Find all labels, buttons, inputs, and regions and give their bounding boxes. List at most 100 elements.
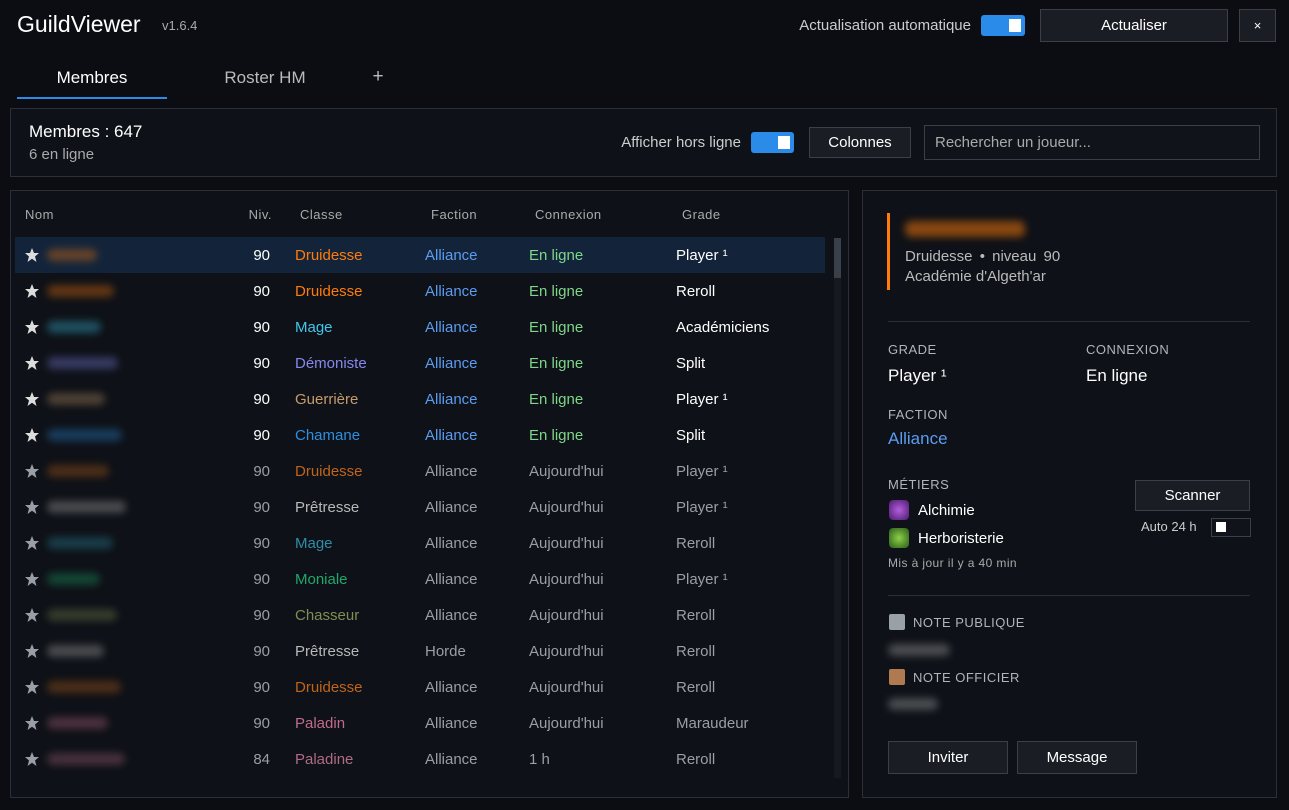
member-faction: Alliance xyxy=(425,535,478,552)
member-row[interactable]: 90 Chasseur Alliance Aujourd'hui Reroll xyxy=(15,597,825,633)
blurred-name xyxy=(47,717,108,729)
member-class: Mage xyxy=(295,319,333,336)
search-input[interactable]: Rechercher un joueur... xyxy=(924,125,1260,160)
member-row[interactable]: 90 Mage Alliance En ligne Académiciens xyxy=(15,309,825,345)
message-button[interactable]: Message xyxy=(1017,741,1137,774)
blurred-name xyxy=(47,429,122,441)
scan-button[interactable]: Scanner xyxy=(1135,480,1250,511)
online-count: 6 en ligne xyxy=(29,146,95,163)
columns-button[interactable]: Colonnes xyxy=(809,127,911,158)
note-icon xyxy=(889,614,905,630)
blurred-name xyxy=(47,609,117,621)
member-level: 90 xyxy=(253,247,270,264)
favorite-star[interactable] xyxy=(24,319,40,335)
member-row[interactable]: 90 Paladin Alliance Aujourd'hui Maraudeur xyxy=(15,705,825,741)
column-header[interactable]: Connexion xyxy=(535,207,602,222)
favorite-star[interactable] xyxy=(24,571,40,587)
show-offline-label: Afficher hors ligne xyxy=(621,134,741,151)
member-faction: Alliance xyxy=(425,607,478,624)
column-header[interactable]: Classe xyxy=(300,207,343,222)
favorite-star[interactable] xyxy=(24,355,40,371)
field-label: FACTION xyxy=(888,407,948,422)
blurred-name xyxy=(47,753,125,765)
auto-refresh-toggle[interactable] xyxy=(981,15,1025,36)
member-table xyxy=(10,190,849,798)
blurred-name xyxy=(47,573,100,585)
favorite-star[interactable] xyxy=(24,427,40,443)
favorite-star[interactable] xyxy=(24,643,40,659)
favorite-star[interactable] xyxy=(24,247,40,263)
invite-button[interactable]: Inviter xyxy=(888,741,1008,774)
blurred-name xyxy=(47,357,118,369)
member-row[interactable]: 90 Prêtresse Alliance Aujourd'hui Player ¹ xyxy=(15,489,825,525)
member-faction: Alliance xyxy=(425,751,478,768)
member-grade: Reroll xyxy=(676,679,716,696)
scrollbar[interactable] xyxy=(834,238,841,778)
member-class: Chasseur xyxy=(295,607,360,624)
member-faction: Alliance xyxy=(425,355,478,372)
member-row[interactable]: 90 Démoniste Alliance En ligne Split xyxy=(15,345,825,381)
add-tab[interactable]: + xyxy=(372,66,384,87)
member-level: 84 xyxy=(253,751,270,768)
favorite-star[interactable] xyxy=(24,463,40,479)
class-accent xyxy=(887,213,890,290)
member-level: 90 xyxy=(253,391,270,408)
member-row[interactable]: 90 Moniale Alliance Aujourd'hui Player ¹ xyxy=(15,561,825,597)
member-grade: Split xyxy=(676,427,706,444)
field-label: GRADE xyxy=(888,342,937,357)
favorite-star[interactable] xyxy=(24,607,40,623)
app-title: GuildViewer xyxy=(17,11,141,37)
auto-scan-toggle[interactable] xyxy=(1211,518,1251,537)
member-faction: Horde xyxy=(425,643,466,660)
member-connection: En ligne xyxy=(529,283,584,300)
note-icon xyxy=(889,669,905,685)
member-row[interactable]: 90 Chamane Alliance En ligne Split xyxy=(15,417,825,453)
member-faction: Alliance xyxy=(425,283,478,300)
member-row[interactable]: 90 Druidesse Alliance En ligne Reroll xyxy=(15,273,825,309)
member-grade: Player ¹ xyxy=(676,247,728,264)
favorite-star[interactable] xyxy=(24,715,40,731)
member-row[interactable]: 90 Druidesse Alliance En ligne Player ¹ xyxy=(15,237,825,273)
member-row[interactable]: 90 Mage Alliance Aujourd'hui Reroll xyxy=(15,525,825,561)
member-row[interactable]: 90 Druidesse Alliance Aujourd'hui Player ¹ xyxy=(15,453,825,489)
column-header[interactable]: Nom xyxy=(25,207,54,222)
faction-value: Alliance xyxy=(888,429,948,448)
favorite-star[interactable] xyxy=(24,751,40,767)
member-level: 90 xyxy=(253,427,270,444)
member-row[interactable]: 90 Druidesse Alliance Aujourd'hui Reroll xyxy=(15,669,825,705)
member-faction: Alliance xyxy=(425,499,478,516)
member-level: 90 xyxy=(253,607,270,624)
favorite-star[interactable] xyxy=(24,391,40,407)
detail-guild: Académie d'Algeth'ar xyxy=(905,268,1046,285)
member-row[interactable]: 84 Paladine Alliance 1 h Reroll xyxy=(15,741,825,777)
favorite-star[interactable] xyxy=(24,535,40,551)
alchemy-icon xyxy=(889,500,909,520)
close-button[interactable]: × xyxy=(1239,9,1276,42)
member-row[interactable]: 90 Guerrière Alliance En ligne Player ¹ xyxy=(15,381,825,417)
member-faction: Alliance xyxy=(425,319,478,336)
tab[interactable]: Membres xyxy=(56,68,128,87)
member-connection: Aujourd'hui xyxy=(529,643,604,660)
favorite-star[interactable] xyxy=(24,679,40,695)
column-header[interactable]: Niv. xyxy=(248,207,272,222)
blurred-note xyxy=(888,698,938,710)
refresh-button[interactable]: Actualiser xyxy=(1040,9,1228,42)
member-level: 90 xyxy=(253,355,270,372)
tab[interactable]: Roster HM xyxy=(224,68,306,87)
tab-underline xyxy=(17,97,167,99)
member-faction: Alliance xyxy=(425,463,478,480)
column-header[interactable]: Faction xyxy=(431,207,478,222)
auto-refresh-label: Actualisation automatique xyxy=(799,17,971,34)
member-grade: Académiciens xyxy=(676,319,770,336)
member-class: Druidesse xyxy=(295,679,363,696)
show-offline-toggle[interactable] xyxy=(751,132,794,153)
member-class: Moniale xyxy=(295,571,348,588)
connection-value: En ligne xyxy=(1086,366,1148,385)
blurred-name xyxy=(47,393,105,405)
member-row[interactable]: 90 Prêtresse Horde Aujourd'hui Reroll xyxy=(15,633,825,669)
favorite-star[interactable] xyxy=(24,499,40,515)
favorite-star[interactable] xyxy=(24,283,40,299)
member-connection: Aujourd'hui xyxy=(529,571,604,588)
scroll-thumb[interactable] xyxy=(834,238,841,278)
column-header[interactable]: Grade xyxy=(682,207,721,222)
